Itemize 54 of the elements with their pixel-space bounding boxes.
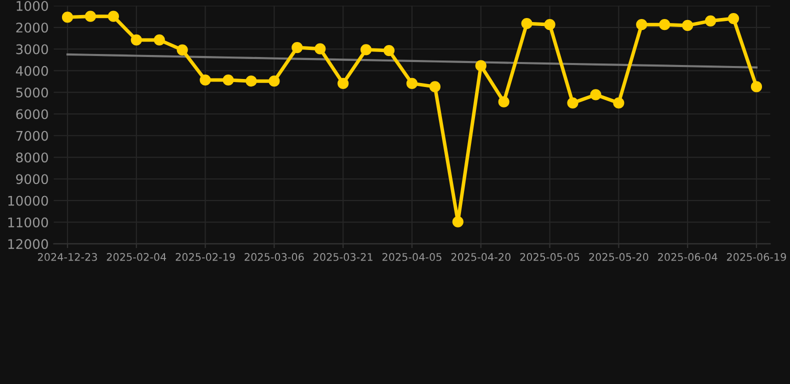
x-tick-label: 2025-02-19 — [176, 253, 235, 261]
point — [222, 74, 234, 86]
point — [268, 76, 280, 87]
point — [314, 43, 326, 54]
y-tick-label: 2000 — [16, 22, 48, 33]
point — [130, 34, 142, 46]
y-tick-label: 5000 — [16, 88, 48, 98]
point — [704, 15, 716, 26]
point — [383, 45, 395, 56]
point — [154, 34, 165, 46]
y-tick-label: 11000 — [8, 217, 48, 228]
y-tick-label: 1000 — [16, 0, 48, 11]
point — [360, 44, 372, 56]
point — [659, 19, 670, 30]
point — [613, 97, 624, 108]
point — [590, 89, 602, 100]
y-tick-label: 6000 — [16, 109, 48, 120]
x-tick-label: 2025-03-21 — [314, 253, 372, 261]
y-tick-label: 10000 — [8, 196, 48, 206]
x-tick-label: 2025-03-06 — [244, 253, 304, 261]
y-tick-label: 8000 — [16, 152, 48, 162]
point — [750, 81, 762, 92]
point — [636, 19, 648, 30]
point — [728, 12, 740, 24]
point — [108, 10, 119, 22]
point — [475, 60, 486, 72]
point — [429, 81, 441, 92]
point — [176, 44, 188, 56]
point — [338, 78, 349, 90]
point — [544, 19, 556, 30]
point — [292, 42, 303, 54]
point — [521, 18, 532, 30]
point — [567, 97, 578, 108]
point — [62, 12, 74, 23]
x-tick-label: 2025-06-19 — [726, 253, 786, 261]
point — [682, 20, 694, 32]
x-tick-label: 2025-02-04 — [106, 253, 166, 261]
y-tick-label: 9000 — [16, 174, 48, 184]
point — [406, 78, 418, 90]
point — [452, 216, 464, 228]
x-tick-label: 2025-04-05 — [382, 253, 442, 261]
y-tick-label: 4000 — [16, 66, 48, 76]
y-tick-label: 3000 — [16, 44, 48, 54]
y-tick-label: 7000 — [16, 130, 48, 141]
point — [498, 96, 510, 108]
point — [200, 74, 211, 86]
x-tick-label: 2025-05-05 — [520, 253, 580, 261]
x-tick-label: 2025-06-04 — [658, 253, 718, 261]
y-tick-label: 12000 — [8, 239, 48, 250]
x-tick-label: 2025-04-20 — [451, 253, 510, 261]
point — [84, 10, 96, 22]
x-tick-label: 2025-05-20 — [589, 253, 648, 261]
x-tick-label: 2024-12-23 — [38, 253, 97, 261]
point — [246, 76, 257, 87]
